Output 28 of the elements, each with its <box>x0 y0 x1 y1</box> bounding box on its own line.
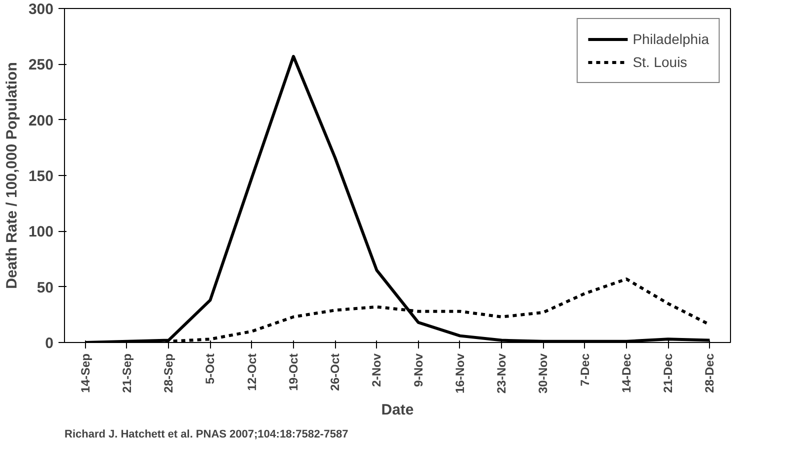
legend-label: St. Louis <box>632 54 688 70</box>
x-tick-label: 19-Oct <box>286 353 300 391</box>
x-axis-title: Date <box>381 402 414 419</box>
y-tick-label: 250 <box>28 56 54 74</box>
y-tick-label: 100 <box>28 224 54 241</box>
x-tick-label: 30-Nov <box>536 353 550 394</box>
y-tick-label: 300 <box>28 1 54 18</box>
x-tick-label: 7-Dec <box>578 353 592 386</box>
x-tick-label: 5-Oct <box>203 353 218 384</box>
x-tick-label: 23-Nov <box>494 353 509 394</box>
x-tick-label: 16-Nov <box>452 353 467 394</box>
legend-label: Philadelphia <box>632 31 709 47</box>
x-tick-label: 2-Nov <box>370 353 384 387</box>
text: Richard J. Hatchett et al. PNAS 2007;104:18:7582-7587 <box>64 428 348 440</box>
x-tick-label: 14-Sep <box>78 353 92 393</box>
x-tick-label: 28-Sep <box>162 353 176 393</box>
x-tick-label: 9-Nov <box>411 353 426 387</box>
y-tick-label: 150 <box>28 168 54 185</box>
y-tick-label: 0 <box>45 335 54 352</box>
x-tick-label: 26-Oct <box>328 353 342 391</box>
x-tick-label: 21-Dec <box>661 353 676 393</box>
x-tick-label: 28-Dec <box>702 353 717 393</box>
y-tick-label: 50 <box>36 279 54 296</box>
x-tick-label: 12-Oct <box>244 353 259 391</box>
y-tick-label: 200 <box>28 112 54 130</box>
x-tick-label: 21-Sep <box>120 353 134 393</box>
y-axis-title: Death Rate / 100,000 Population <box>3 62 20 289</box>
x-tick-label: 14-Dec <box>619 353 634 393</box>
